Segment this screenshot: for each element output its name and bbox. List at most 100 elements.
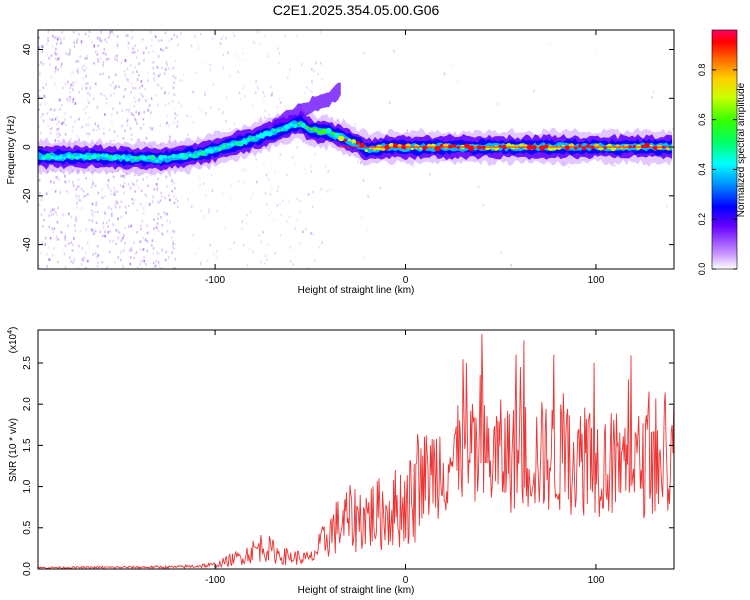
spectrogram-speckle [278, 52, 281, 55]
spectrogram-speckle [109, 230, 112, 233]
spectrogram-peak [305, 126, 310, 130]
spectrogram-speckle [130, 112, 133, 115]
spectrogram-speckle [107, 225, 109, 228]
spectrogram-speckle [136, 179, 138, 182]
snr-series-line [38, 334, 674, 569]
spectrogram-speckle [227, 51, 229, 54]
spectrogram-peak [41, 156, 46, 160]
spectrogram-speckle [232, 31, 235, 35]
spectrogram-speckle [157, 261, 160, 264]
spectrogram-speckle [150, 97, 153, 100]
spectrogram-speckle [57, 238, 59, 241]
spectrogram-speckle [141, 84, 143, 88]
spectrogram-speckle [67, 53, 70, 56]
spectrogram-upper-branch [272, 82, 341, 133]
spectrogram-speckle [116, 134, 119, 138]
spectrogram-speckle [171, 178, 173, 182]
spectrogram-speckle [57, 57, 60, 60]
spectrogram-speckle [46, 265, 48, 268]
spectrogram-y-label: Frequency (Hz) [6, 116, 17, 185]
spectrogram-speckle [179, 79, 182, 82]
spectrogram-speckle [266, 258, 268, 261]
spectrogram-speckle [38, 203, 41, 207]
spectrogram-speckle [172, 66, 175, 70]
spectrogram-speckle [142, 122, 145, 126]
spectrogram-speckle [138, 86, 141, 90]
spectrogram-speckle [38, 36, 40, 40]
spectrogram-speckle [128, 108, 131, 111]
spectrogram-speckle [148, 203, 151, 206]
spectrogram-speckle [47, 258, 50, 261]
spectrogram-speckle [117, 256, 119, 259]
spectrogram-speckle [137, 49, 139, 52]
spectrogram-speckle [119, 258, 122, 262]
spectrogram-speckle [138, 113, 140, 116]
spectrogram-speckle [55, 65, 57, 69]
spectrogram-speckle [160, 39, 163, 42]
spectrogram-speckle [51, 169, 54, 172]
spectrogram-speckle [78, 90, 80, 94]
spectrogram-speckle [197, 46, 200, 50]
spectrogram-speckle [304, 228, 307, 231]
spectrogram-speckle [57, 68, 59, 71]
spectrogram-speckle [124, 205, 127, 209]
spectrogram-speckle [132, 71, 134, 74]
snr-scale-label: (x104) [7, 327, 19, 354]
spectrogram-speckle [106, 221, 108, 224]
spectrogram-speckle [173, 247, 175, 250]
spectrogram-speckle [98, 127, 100, 131]
colorbar-tick-label: 0.6 [697, 113, 707, 126]
spectrogram-speckle [81, 258, 84, 261]
spectrogram-speckle [166, 230, 169, 233]
spectrogram-speckle [172, 86, 175, 89]
spectrogram-speckle [57, 206, 59, 210]
spectrogram-speckle [256, 30, 259, 33]
spectrogram-speckle [145, 136, 148, 140]
snr-x-tick-label: 100 [588, 575, 605, 586]
spectrogram-speckle [74, 229, 77, 232]
spectrogram-speckle [150, 111, 152, 115]
spectrogram-speckle [38, 46, 40, 49]
spectrogram-speckle [43, 94, 45, 98]
spectrogram-speckle [264, 94, 266, 98]
spectrogram-speckle [54, 57, 57, 60]
snr-y-tick-label: 1.5 [22, 438, 33, 452]
spectrogram-speckle [298, 211, 301, 214]
spectrogram-speckle [311, 205, 314, 209]
spectrogram-speckle [122, 236, 124, 240]
spectrogram-speckle [97, 44, 99, 48]
spectrogram-speckle [194, 71, 197, 75]
spectrogram-speckle [134, 66, 136, 69]
spectrogram-speckle [93, 210, 96, 214]
spectrogram-speckle [85, 252, 87, 255]
spectrogram-speckle [306, 266, 309, 269]
spectrogram-speckle [245, 168, 247, 171]
spectrogram-speckle [44, 102, 47, 106]
spectrogram-speckle [49, 132, 52, 135]
spectrogram-speckle [257, 87, 259, 91]
spectrogram-speckle [271, 210, 273, 214]
colorbar-tick-label: 0.0 [697, 263, 707, 276]
spectrogram-speckle [250, 197, 252, 200]
spectrogram-speckle [82, 259, 84, 263]
spectrogram-speckle [225, 120, 227, 123]
spectrogram-speckle [197, 105, 200, 109]
spectrogram-peak [355, 141, 360, 145]
spectrogram-speckle [68, 53, 71, 57]
spectrogram-speckle [157, 177, 159, 181]
spectrogram-speckle [92, 97, 95, 100]
snr-y-tick-label: 1.0 [22, 479, 33, 493]
spectrogram-speckle [92, 181, 94, 185]
spectrogram-speckle [50, 75, 53, 79]
spectrogram-speckle [174, 112, 176, 115]
spectrogram-peak [297, 122, 301, 125]
spectrogram-speckle [155, 226, 157, 229]
spectrogram-speckle [276, 105, 278, 109]
spectrogram-speckle [192, 121, 195, 124]
spectrogram-speckle [155, 93, 157, 97]
spectrogram-speckle [209, 106, 212, 109]
spectrogram-speckle [45, 83, 47, 86]
spectrogram-peak [442, 143, 449, 149]
spectrogram-speckle [160, 216, 162, 219]
spectrogram-speckle [149, 126, 151, 130]
